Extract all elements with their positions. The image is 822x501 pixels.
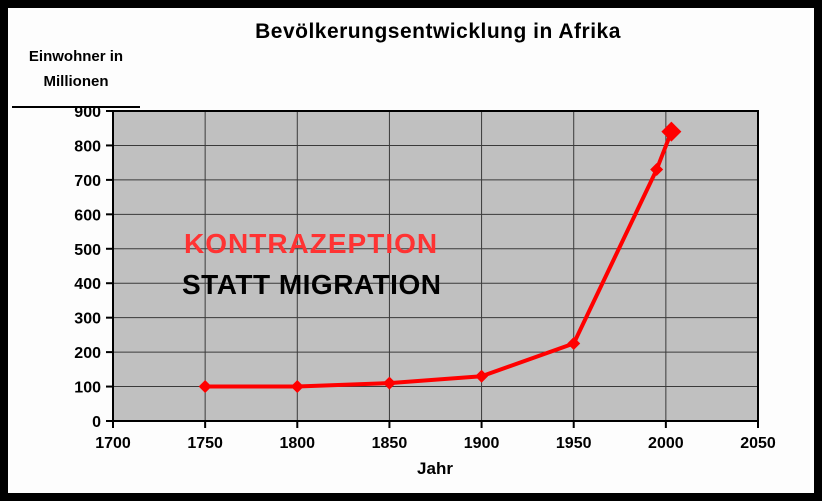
x-tick-label: 1850 — [372, 435, 408, 452]
plot-border — [112, 110, 759, 422]
x-tick-label: 1750 — [187, 435, 223, 452]
y-tick-label: 200 — [74, 345, 101, 362]
y-tick-label: 0 — [92, 414, 101, 431]
overlay-line1: KONTRAZEPTION — [184, 228, 439, 259]
data-point-marker — [198, 380, 212, 394]
y-tick-label: 300 — [74, 311, 101, 328]
x-tick-label: 2050 — [740, 435, 776, 452]
y-tick-label: 400 — [74, 276, 101, 293]
overlay-line2: STATT MIGRATION — [182, 269, 442, 300]
y-tick-label: 700 — [74, 173, 101, 190]
data-point-marker — [475, 369, 489, 383]
data-point-marker — [567, 337, 581, 350]
y-tick-label: 600 — [74, 207, 101, 224]
y-tick-label: 900 — [74, 104, 101, 121]
plot-area — [113, 111, 758, 421]
y-axis-title-line2: Millionen — [43, 73, 109, 90]
x-tick-label: 1900 — [464, 435, 500, 452]
x-tick-label: 1700 — [95, 435, 131, 452]
x-tick-label: 1800 — [279, 435, 315, 452]
x-axis-title: Jahr — [417, 459, 453, 478]
y-tick-label: 100 — [74, 380, 101, 397]
data-point-marker — [661, 121, 682, 142]
x-tick-label: 1950 — [556, 435, 592, 452]
y-tick-label: 800 — [74, 138, 101, 155]
data-point-marker — [290, 380, 304, 394]
chart-svg: 1700 1750 1800 1850 1900 1950 2000 2050 0 100 200 3… — [74, 104, 776, 452]
data-point-marker — [382, 376, 396, 390]
y-tick-label: 500 — [74, 242, 101, 259]
x-tick-label: 2000 — [648, 435, 684, 452]
chart-title: Bevölkerungsentwicklung in Afrika — [255, 20, 621, 43]
y-axis-title-line1: Einwohner in — [28, 48, 124, 65]
data-point-marker — [650, 163, 664, 177]
y-axis-title: Einwohner in Millionen — [12, 44, 140, 108]
